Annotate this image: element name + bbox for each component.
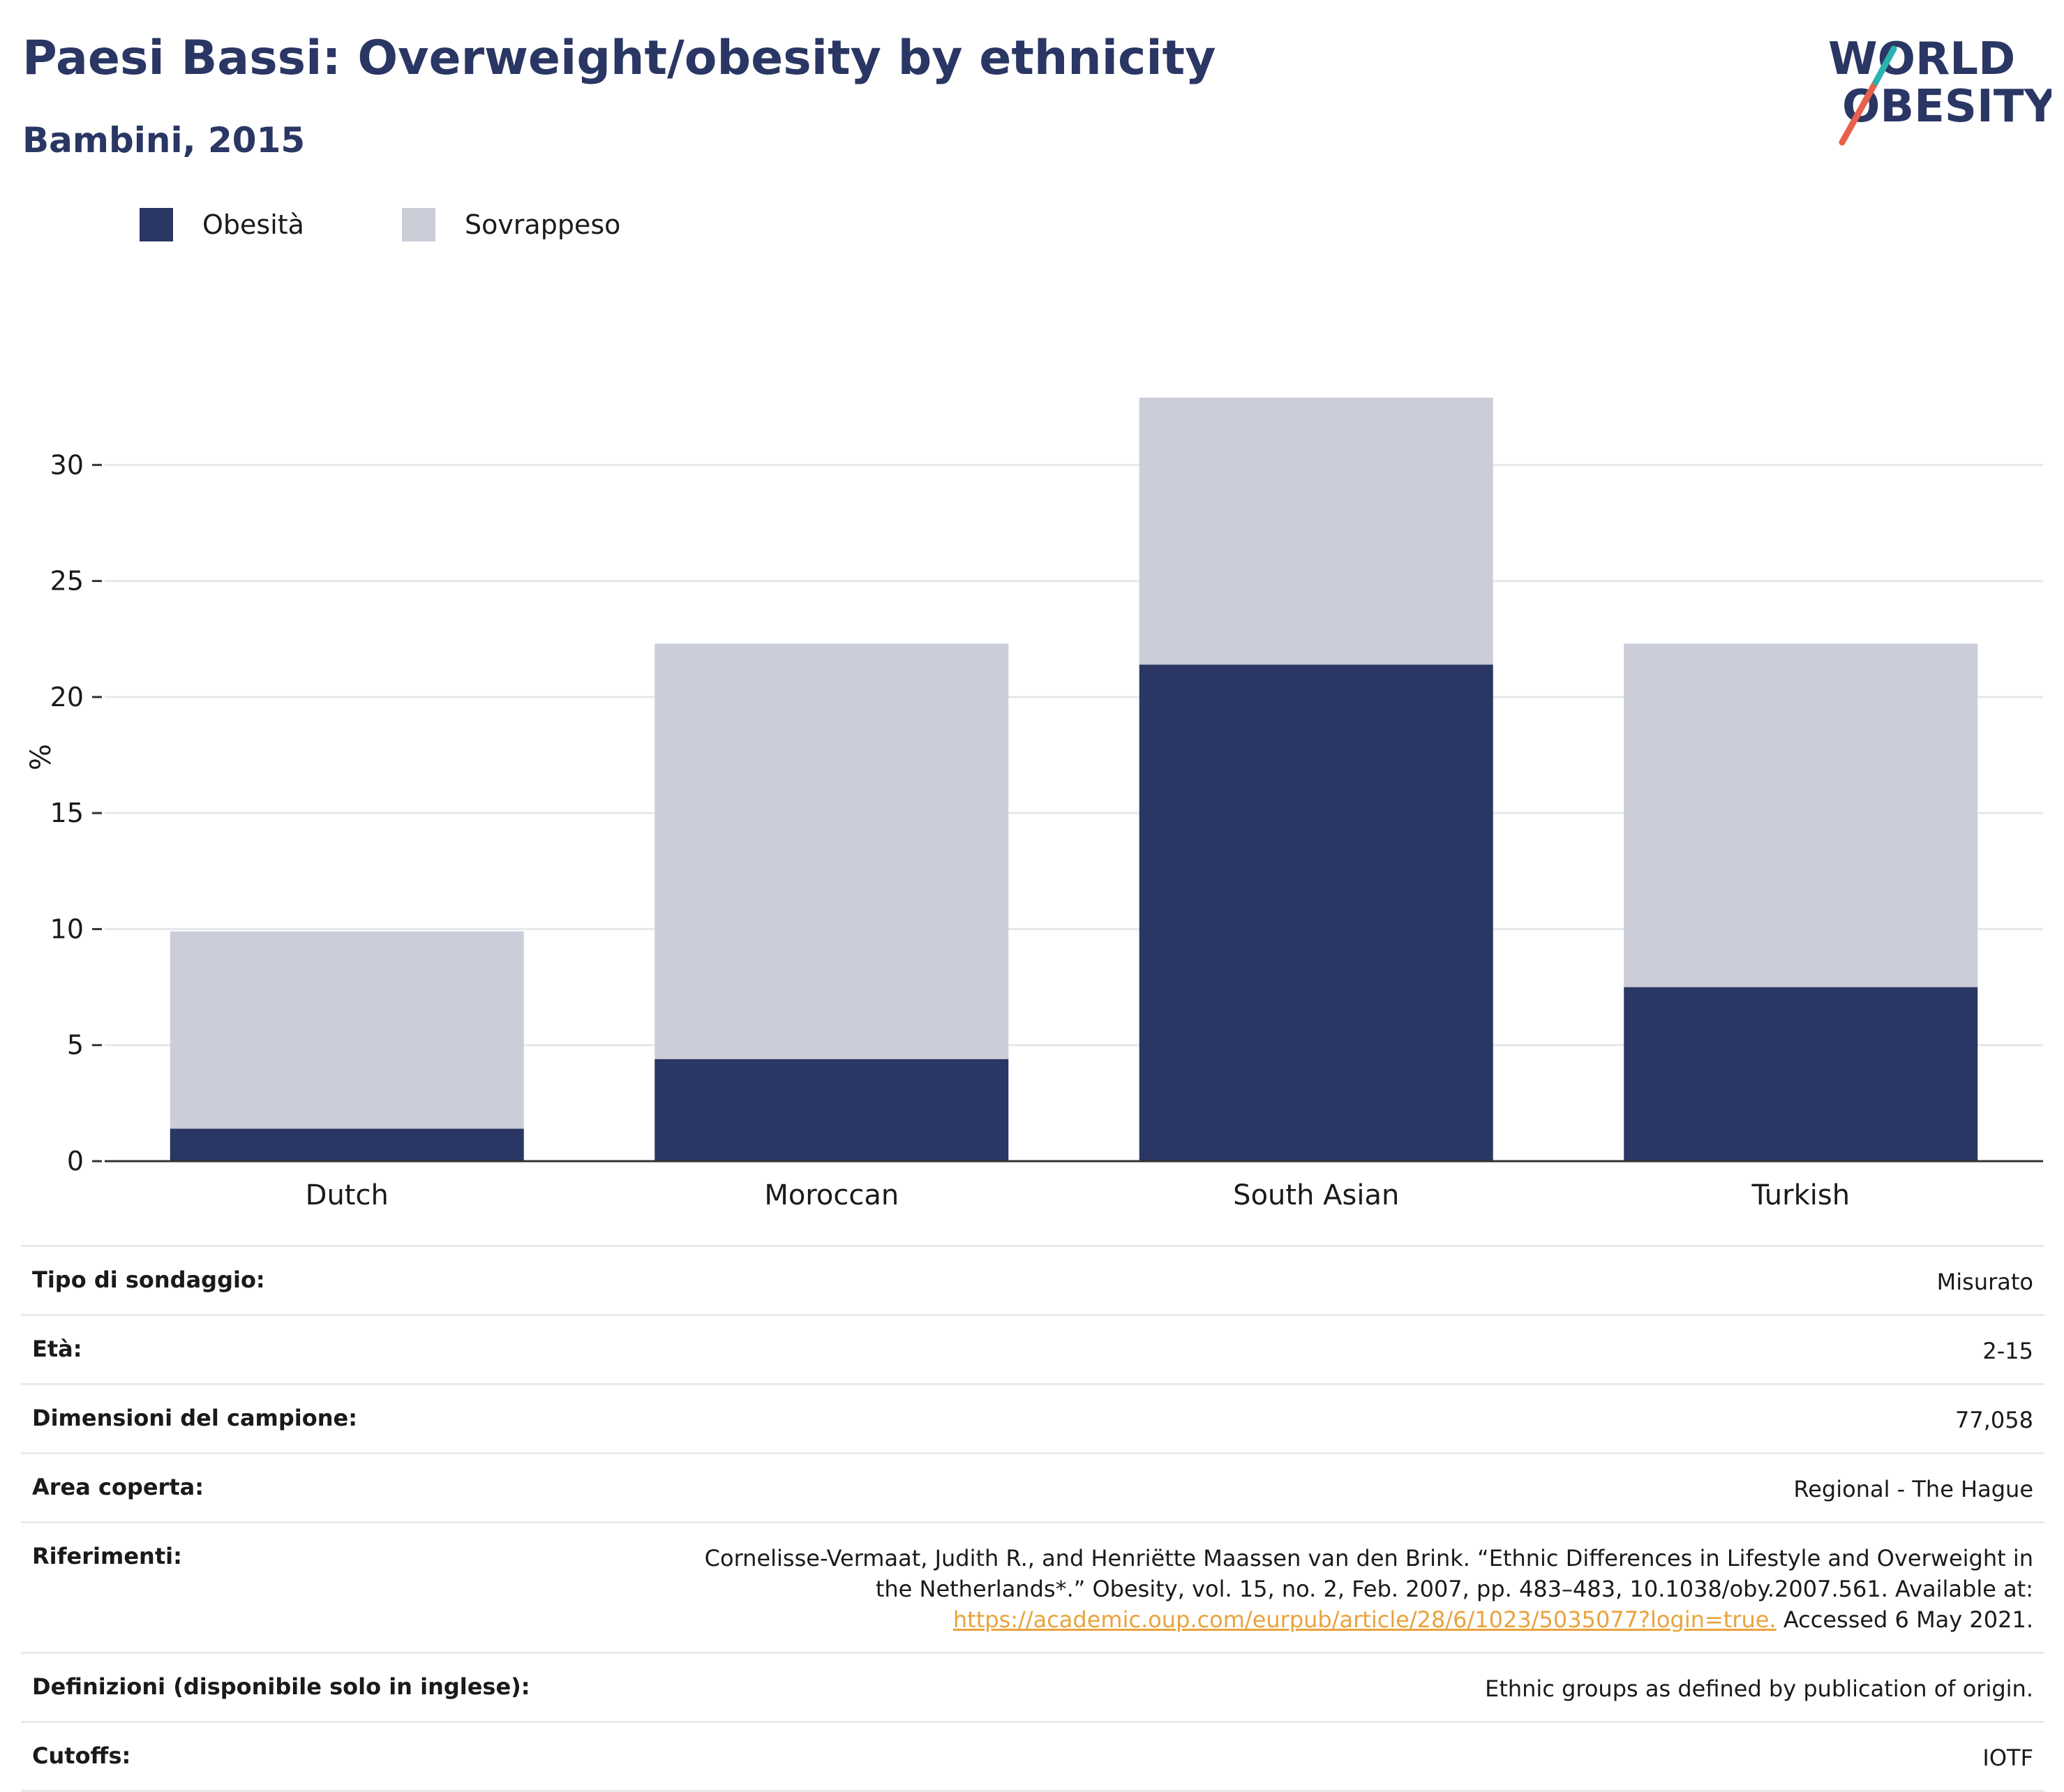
x-tick-label: Dutch (306, 1179, 389, 1211)
bar-dutch-obesity (170, 1128, 524, 1161)
reference-link[interactable]: https://academic.oup.com/eurpub/article/… (952, 1606, 1777, 1633)
bar-turkish-overweight (1624, 643, 1978, 987)
info-table: Tipo di sondaggio: Misurato Età: 2-15 Di… (21, 1245, 2044, 1792)
legend-item-obesity: Obesità (140, 208, 304, 241)
legend-swatch-overweight (401, 208, 435, 241)
info-key: Dimensioni del campione: (32, 1405, 358, 1431)
info-value: Regional - The Hague (1793, 1476, 2033, 1502)
y-tick-label: 25 (50, 566, 84, 597)
info-value: 2-15 (1982, 1338, 2033, 1364)
x-tick-label: South Asian (1233, 1179, 1399, 1211)
bar-chart: 0 5 10 15 20 25 30 Dutch Moroccan South Asian Turk… (25, 397, 2043, 1211)
info-row-age: Età: 2-15 (21, 1316, 2044, 1385)
x-tick-label: Moroccan (764, 1179, 899, 1211)
reference-text: Cornelisse-Vermaat, Judith R., and Henri… (704, 1545, 2033, 1602)
y-tick-label: 15 (50, 798, 84, 828)
y-tick-label: 0 (67, 1146, 84, 1177)
bar-moroccan-obesity (655, 1059, 1009, 1161)
info-row-sample-size: Dimensioni del campione: 77,058 (21, 1385, 2044, 1454)
legend-label-overweight: Sovrappeso (464, 209, 621, 240)
axes: 0 5 10 15 20 25 30 Dutch Moroccan South Asian Turk… (50, 449, 2043, 1211)
bars (170, 397, 1978, 1161)
legend-label-obesity: Obesità (202, 209, 304, 240)
chart-title: Paesi Bassi: Overweight/obesity by ethni… (22, 31, 1216, 86)
info-key: Area coperta: (32, 1474, 204, 1500)
bar-south-asian-obesity (1139, 664, 1493, 1161)
bar-turkish-obesity (1624, 987, 1978, 1161)
info-value: Misurato (1936, 1269, 2033, 1295)
info-key: Riferimenti: (32, 1543, 182, 1569)
info-key: Età: (32, 1336, 82, 1362)
info-row-survey-type: Tipo di sondaggio: Misurato (21, 1247, 2044, 1316)
info-value: Ethnic groups as defined by publication … (1485, 1675, 2033, 1702)
y-axis-label: % (25, 744, 57, 770)
x-tick-label: Turkish (1751, 1179, 1850, 1211)
info-value: IOTF (1982, 1745, 2033, 1771)
bar-moroccan-overweight (655, 643, 1009, 1059)
info-row-references: Riferimenti: Cornelisse-Vermaat, Judith … (21, 1523, 2044, 1654)
svg-text:WORLD: WORLD (1828, 33, 2015, 85)
chart-subtitle: Bambini, 2015 (22, 120, 306, 160)
reference-accessed: Accessed 6 May 2021. (1783, 1606, 2033, 1633)
y-tick-label: 5 (67, 1030, 84, 1061)
legend-swatch-obesity (140, 208, 173, 241)
chart-legend: Obesità Sovrappeso (140, 208, 718, 241)
legend-item-overweight: Sovrappeso (401, 208, 621, 241)
y-tick-label: 20 (50, 682, 84, 712)
info-value: 77,058 (1955, 1407, 2033, 1433)
info-row-cutoffs: Cutoffs: IOTF (21, 1723, 2044, 1792)
info-row-definitions: Definizioni (disponibile solo in inglese… (21, 1654, 2044, 1723)
bar-dutch-overweight (170, 931, 524, 1129)
info-key: Definizioni (disponibile solo in inglese… (32, 1673, 530, 1700)
y-tick-label: 30 (50, 449, 84, 480)
world-obesity-logo: WORLD OBESITY (1828, 33, 2051, 146)
y-tick-label: 10 (50, 913, 84, 944)
info-row-area: Area coperta: Regional - The Hague (21, 1454, 2044, 1523)
svg-text:OBESITY: OBESITY (1842, 81, 2051, 133)
info-value-references: Cornelisse-Vermaat, Judith R., and Henri… (666, 1543, 2033, 1635)
bar-south-asian-overweight (1139, 397, 1493, 665)
info-key: Tipo di sondaggio: (32, 1267, 265, 1293)
